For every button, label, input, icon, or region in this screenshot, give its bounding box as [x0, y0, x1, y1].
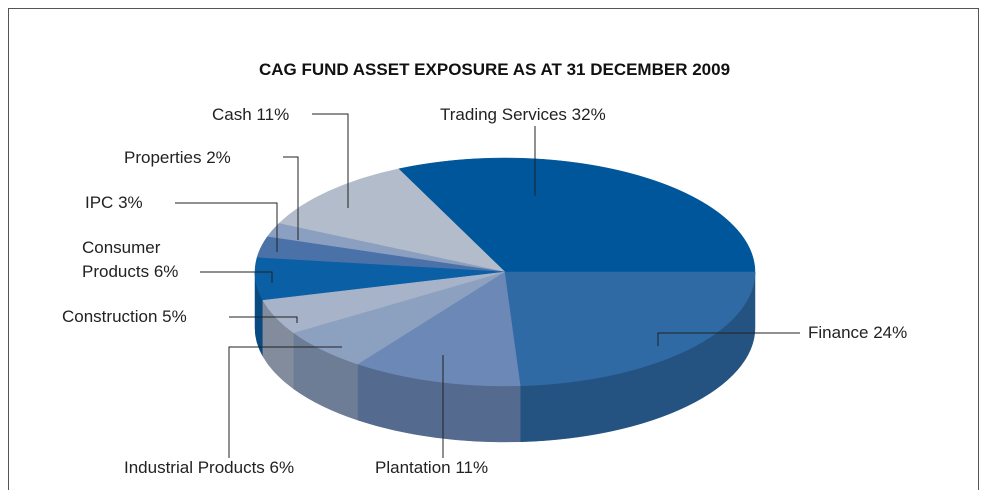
value-label: 11%: [455, 458, 489, 477]
value-label: 5%: [162, 307, 187, 326]
value-label: 11%: [256, 105, 290, 124]
slice-label: IPC 3%: [85, 191, 143, 215]
category-label: Consumer Products: [82, 238, 161, 281]
slice-label: Industrial Products 6%: [124, 456, 294, 480]
value-label: 3%: [118, 193, 143, 212]
category-label: IPC: [85, 193, 114, 212]
leader-line: [175, 202, 278, 252]
leader-line: [200, 271, 273, 283]
category-label: Industrial Products: [124, 458, 265, 477]
category-label: Cash: [212, 105, 252, 124]
category-label: Finance: [808, 323, 869, 342]
category-label: Trading Services: [440, 105, 567, 124]
slice-label: Properties 2%: [124, 146, 231, 170]
slice: [357, 271, 521, 387]
value-label: 24%: [873, 323, 908, 342]
slice-label: Construction 5%: [62, 305, 187, 329]
leader-line: [228, 346, 342, 458]
frame: [8, 8, 979, 490]
value-label: 6%: [269, 458, 295, 477]
slice-label: Finance 24%: [808, 321, 907, 345]
value-label: 32%: [571, 105, 606, 124]
slice-label: Plantation 11%: [375, 456, 488, 480]
slice: [278, 168, 506, 273]
leader-line: [283, 156, 299, 240]
slice-label: Cash 11%: [212, 103, 289, 127]
category-label: Construction: [62, 307, 158, 326]
value-label: 6%: [153, 262, 179, 281]
leader-line: [229, 316, 298, 323]
slice: [504, 271, 756, 387]
value-label: 2%: [206, 148, 231, 167]
category-label: Properties: [124, 148, 202, 167]
slice: [398, 157, 756, 273]
chart-title: CAG FUND ASSET EXPOSURE AS AT 31 DECEMBE…: [258, 60, 731, 79]
slice-label: Trading Services 32%: [440, 103, 606, 127]
slice-label: Consumer Products 6%: [82, 236, 202, 284]
leader-line: [657, 332, 800, 346]
category-label: Plantation: [375, 458, 451, 477]
leader-line: [312, 113, 349, 208]
